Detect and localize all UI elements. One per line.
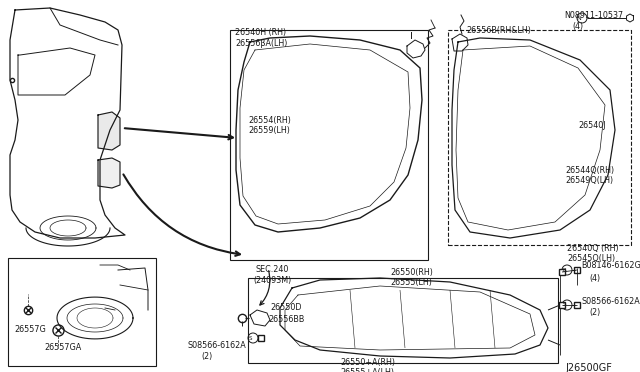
Text: 26550(RH): 26550(RH) [390, 267, 433, 276]
Text: 26556βA(LH): 26556βA(LH) [235, 38, 287, 48]
Text: (4): (4) [572, 22, 583, 31]
Text: 26555+A(LH): 26555+A(LH) [340, 369, 394, 372]
Text: J26500GF: J26500GF [565, 363, 612, 372]
Text: S: S [248, 336, 252, 340]
Text: 26549Q(LH): 26549Q(LH) [565, 176, 613, 186]
Text: (4): (4) [589, 273, 600, 282]
Text: 26554(RH): 26554(RH) [248, 115, 291, 125]
Text: (24093M): (24093M) [253, 276, 291, 285]
Text: (2): (2) [589, 308, 600, 317]
Text: 26540J: 26540J [578, 121, 605, 129]
Text: N: N [577, 16, 581, 20]
Text: 26540Q (RH): 26540Q (RH) [567, 244, 619, 253]
Bar [448, 30, 631, 245]
Polygon shape [98, 112, 120, 150]
Polygon shape [98, 158, 120, 188]
Text: 26550+A(RH): 26550+A(RH) [340, 359, 395, 368]
Text: 26545Q(LH): 26545Q(LH) [567, 254, 615, 263]
Text: 26557GA: 26557GA [44, 343, 81, 353]
Text: B: B [562, 267, 566, 273]
Bar [248, 278, 558, 363]
Text: B08146-6162G: B08146-6162G [581, 262, 640, 270]
Bar [230, 30, 428, 260]
Text: 26556B(RH&LH): 26556B(RH&LH) [466, 26, 531, 35]
Text: 26559(LH): 26559(LH) [248, 126, 290, 135]
Text: S08566-6162A: S08566-6162A [581, 296, 640, 305]
Text: 26550D: 26550D [270, 304, 301, 312]
Bar [8, 258, 156, 366]
Text: (2): (2) [201, 352, 212, 360]
Text: SEC.240: SEC.240 [255, 266, 289, 275]
Text: 26544Q(RH): 26544Q(RH) [565, 166, 614, 174]
Text: 26540H (RH): 26540H (RH) [235, 28, 286, 36]
Text: S: S [563, 302, 566, 308]
Text: 26556BB: 26556BB [268, 315, 305, 324]
Text: 26557G: 26557G [14, 326, 45, 334]
Text: 26555(LH): 26555(LH) [390, 278, 432, 286]
Text: N08911-10537: N08911-10537 [564, 10, 623, 19]
Text: S08566-6162A: S08566-6162A [188, 340, 247, 350]
